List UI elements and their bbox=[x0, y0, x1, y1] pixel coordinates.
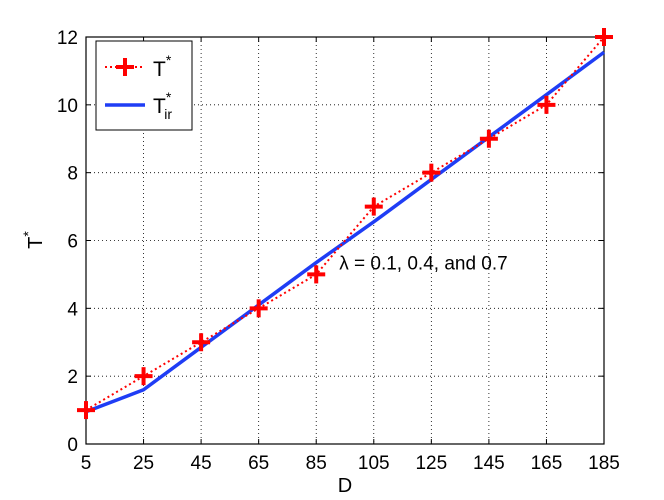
x-tick-label: 85 bbox=[306, 453, 327, 474]
x-tick-label: 45 bbox=[191, 453, 212, 474]
y-tick-label: 10 bbox=[57, 96, 78, 117]
x-tick-label: 25 bbox=[133, 453, 154, 474]
series-1-marker bbox=[537, 95, 556, 114]
legend-series-2-label: T* ir bbox=[153, 89, 172, 122]
series-1-marker bbox=[192, 333, 211, 352]
svg-text:T*: T* bbox=[20, 231, 47, 249]
series-layer bbox=[77, 28, 613, 420]
y-axis-label-main: T bbox=[25, 237, 47, 249]
series-2-line bbox=[85, 50, 606, 414]
legend-series-1-label: T* bbox=[153, 52, 172, 81]
y-axis-label: T* bbox=[20, 231, 47, 249]
y-tick-label: 0 bbox=[67, 435, 78, 456]
series-1-marker bbox=[307, 265, 326, 284]
series-1-marker bbox=[77, 401, 95, 420]
x-tick-label: 145 bbox=[473, 453, 505, 474]
y-tick-labels: 0 2 4 6 8 10 12 bbox=[57, 28, 79, 456]
y-tick-label: 4 bbox=[67, 299, 78, 320]
x-tick-label: 125 bbox=[415, 453, 447, 474]
series-1-marker bbox=[479, 129, 498, 148]
series-1-marker bbox=[422, 163, 441, 182]
x-tick-label: 105 bbox=[358, 453, 390, 474]
legend: T* T* ir bbox=[95, 40, 193, 131]
series-1-marker bbox=[364, 197, 383, 216]
legend-series-1-marker bbox=[116, 58, 134, 76]
x-tick-label: 185 bbox=[588, 453, 620, 474]
y-tick-label: 8 bbox=[67, 164, 78, 185]
y-tick-label: 6 bbox=[67, 232, 78, 253]
series-1-marker bbox=[249, 299, 268, 318]
series-1-marker bbox=[134, 367, 153, 386]
x-tick-labels: 5 25 45 65 85 105 125 145 165 185 bbox=[81, 453, 620, 474]
y-tick-label: 2 bbox=[67, 367, 78, 388]
legend-box bbox=[95, 40, 193, 131]
x-axis-label: D bbox=[338, 475, 352, 497]
lambda-annotation: λ = 0.1, 0.4, and 0.7 bbox=[339, 253, 508, 274]
x-tick-label: 65 bbox=[248, 453, 269, 474]
y-tick-label: 12 bbox=[57, 28, 78, 49]
series-1-marker bbox=[595, 28, 613, 46]
x-tick-label: 165 bbox=[531, 453, 563, 474]
x-tick-label: 5 bbox=[81, 453, 92, 474]
series-1-line bbox=[85, 36, 605, 411]
y-axis-label-superscript: * bbox=[20, 231, 36, 237]
